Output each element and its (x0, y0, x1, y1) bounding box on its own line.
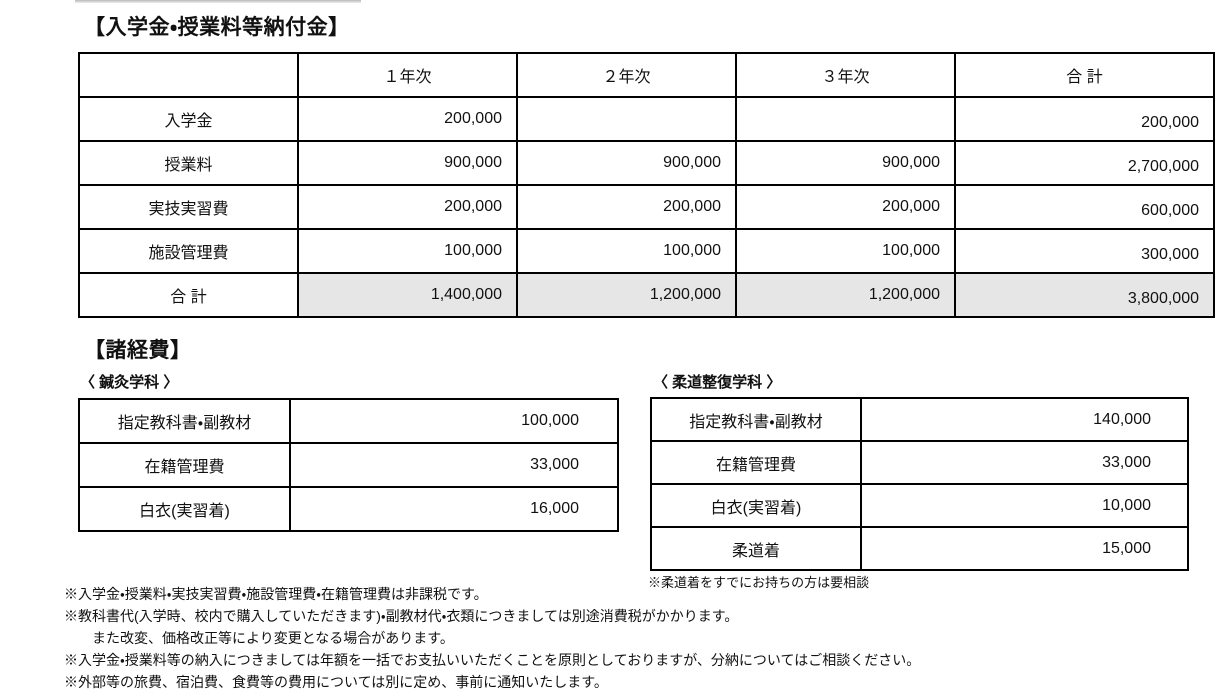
section-title-payments: 【入学金・授業料等納付金】 (84, 16, 350, 39)
cropped-header-bar (75, 0, 361, 3)
amount-cell-total: 3,800,000 (954, 272, 1215, 318)
table-row-enrollment-fee: 在籍管理費 33,000 (650, 440, 1189, 485)
amount-cell: 900,000 (297, 140, 518, 186)
row-label-cell: 入学金 (78, 96, 299, 142)
table-row-facility-fee: 施設管理費 100,000 100,000 100,000 300,000 (78, 228, 1215, 274)
judo-note: ※柔道着をすでにお持ちの方は要相談 (648, 575, 870, 590)
row-label-cell: 実技実習費 (78, 184, 299, 230)
table-row-textbooks: 指定教科書・副教材 100,000 (78, 398, 619, 444)
row-label-cell: 白衣(実習着) (78, 486, 291, 532)
amount-cell: 1,200,000 (735, 272, 956, 318)
table-row-white-coat: 白衣(実習着) 10,000 (650, 483, 1189, 528)
tuition-header-row: １年次 ２年次 ３年次 合 計 (78, 52, 1215, 98)
header-cell-year2: ２年次 (516, 52, 737, 98)
table-row-judo-uniform: 柔道着 15,000 (650, 526, 1189, 571)
amount-cell: 1,400,000 (297, 272, 518, 318)
footnotes: ※入学金・授業料・実技実習費・施設管理費・在籍管理費は非課税です。 ※教科書代(… (64, 583, 920, 693)
amount-cell: 10,000 (860, 483, 1189, 528)
footnote: ※外部等の旅費、宿泊費、食費等の費用については別に定め、事前に通知いたします。 (64, 674, 608, 690)
table-row-white-coat: 白衣(実習着) 16,000 (78, 486, 619, 532)
amount-cell: 1,200,000 (516, 272, 737, 318)
row-label-cell: 合 計 (78, 272, 299, 318)
amount-cell: 200,000 (735, 184, 956, 230)
row-label-cell: 指定教科書・副教材 (650, 397, 862, 442)
tuition-table: １年次 ２年次 ３年次 合 計 入学金 200,000 200,000 授業料 … (78, 52, 1215, 318)
row-label-cell: 柔道着 (650, 526, 862, 571)
footnote: ※入学金・授業料・実技実習費・施設管理費・在籍管理費は非課税です。 (64, 586, 488, 602)
amount-cell-total: 600,000 (954, 184, 1215, 230)
amount-cell: 140,000 (860, 397, 1189, 442)
amount-cell (735, 96, 956, 142)
amount-cell (516, 96, 737, 142)
header-cell-total: 合 計 (954, 52, 1215, 98)
amount-cell: 900,000 (516, 140, 737, 186)
amount-cell: 100,000 (735, 228, 956, 274)
row-label-cell: 施設管理費 (78, 228, 299, 274)
amount-cell: 100,000 (297, 228, 518, 274)
table-row-enrollment-fee: 在籍管理費 33,000 (78, 442, 619, 488)
row-label-cell: 授業料 (78, 140, 299, 186)
footnote: ※教科書代(入学時、校内で購入していただきます)・副教材代・衣類につきましては別… (64, 608, 739, 624)
section-title-expenses: 【諸経費】 (84, 339, 192, 362)
amount-cell: 900,000 (735, 140, 956, 186)
header-cell-year1: １年次 (297, 52, 518, 98)
row-label-cell: 在籍管理費 (78, 442, 291, 488)
acupuncture-expenses-table: 指定教科書・副教材 100,000 在籍管理費 33,000 白衣(実習着) 1… (78, 398, 619, 532)
row-label-cell: 在籍管理費 (650, 440, 862, 485)
amount-cell: 15,000 (860, 526, 1189, 571)
amount-cell: 33,000 (289, 442, 619, 488)
table-row-admission-fee: 入学金 200,000 200,000 (78, 96, 1215, 142)
footnote: ※入学金・授業料等の納入につきましては年額を一括でお支払いいただくことを原則とし… (64, 652, 921, 668)
header-cell-year3: ３年次 (735, 52, 956, 98)
judo-expenses-table: 指定教科書・副教材 140,000 在籍管理費 33,000 白衣(実習着) 1… (650, 397, 1189, 571)
table-row-tuition: 授業料 900,000 900,000 900,000 2,700,000 (78, 140, 1215, 186)
row-label-cell: 白衣(実習着) (650, 483, 862, 528)
acupuncture-caption: 〈 鍼灸学科 〉 (80, 374, 179, 391)
table-row-practical-training-fee: 実技実習費 200,000 200,000 200,000 600,000 (78, 184, 1215, 230)
table-row-textbooks: 指定教科書・副教材 140,000 (650, 397, 1189, 442)
row-label-cell: 指定教科書・副教材 (78, 398, 291, 444)
table-row-grand-total: 合 計 1,400,000 1,200,000 1,200,000 3,800,… (78, 272, 1215, 318)
amount-cell: 100,000 (289, 398, 619, 444)
amount-cell: 200,000 (297, 96, 518, 142)
amount-cell-total: 2,700,000 (954, 140, 1215, 186)
amount-cell-total: 300,000 (954, 228, 1215, 274)
header-cell-blank (78, 52, 299, 98)
judo-caption: 〈 柔道整復学科 〉 (653, 374, 782, 391)
amount-cell: 33,000 (860, 440, 1189, 485)
amount-cell: 200,000 (516, 184, 737, 230)
footnote: また改変、価格改正等により変更となる場合があります。 (92, 630, 454, 646)
amount-cell: 200,000 (297, 184, 518, 230)
amount-cell: 100,000 (516, 228, 737, 274)
amount-cell-total: 200,000 (954, 96, 1215, 142)
amount-cell: 16,000 (289, 486, 619, 532)
